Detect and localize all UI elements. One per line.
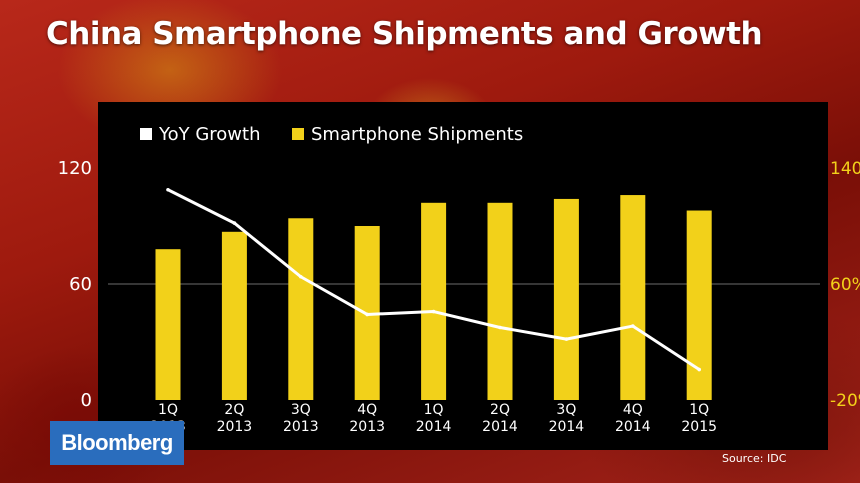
bar-7	[620, 195, 646, 400]
x-tick-line-5-0: 2Q	[490, 402, 510, 418]
x-tick-line-2-1: 2013	[283, 419, 319, 435]
x-tick-label-7: 4Q 2014	[615, 402, 651, 435]
growth-point-3	[365, 312, 370, 317]
x-tick-label-6: 3Q 2014	[549, 402, 585, 435]
bar-2	[288, 218, 314, 400]
x-tick-label-2: 3Q 2013	[283, 402, 319, 435]
growth-point-5	[498, 325, 502, 330]
growth-point-6	[564, 337, 569, 341]
legend-swatch-0	[140, 128, 152, 140]
x-tick-line-2-0: 3Q	[291, 402, 311, 418]
x-tick-line-4-0: 1Q	[424, 402, 444, 418]
x-tick-line-5-1: 2014	[482, 419, 518, 435]
source-label: Source: IDC	[722, 452, 787, 465]
bar-5	[487, 202, 513, 400]
x-tick-line-1-1: 2013	[217, 419, 253, 435]
x-tick-label-8: 1Q 2015	[681, 402, 717, 435]
bar-1	[221, 231, 247, 400]
x-tick-line-7-0: 4Q	[623, 402, 643, 418]
growth-point-7	[631, 324, 635, 328]
chart-panel: 1Q20132Q20133Q20134Q20131Q20142Q20143Q20…	[98, 102, 828, 450]
line-layer	[166, 187, 701, 372]
growth-point-1	[232, 221, 237, 225]
legend-swatch-1	[292, 128, 304, 140]
growth-point-2	[299, 274, 303, 279]
x-tick-label-4: 1Q 2014	[416, 402, 452, 435]
bloomberg-logo: Bloomberg	[50, 421, 184, 465]
chart-title: China Smartphone Shipments and Growth	[46, 16, 763, 52]
bar-4	[421, 202, 447, 400]
bar-layer	[155, 195, 712, 400]
legend: YoY Growth Smartphone Shipments	[140, 124, 523, 145]
x-tick-label-5: 2Q 2014	[482, 402, 518, 435]
x-tick-line-3-0: 4Q	[357, 402, 377, 418]
growth-point-0	[166, 187, 170, 192]
x-tick-line-6-0: 3Q	[556, 402, 576, 418]
x-tick-line-1-0: 2Q	[224, 402, 244, 418]
x-tick-line-6-1: 2014	[549, 419, 585, 435]
bar-8	[686, 210, 712, 400]
x-tick-line-8-1: 2015	[681, 419, 717, 435]
x-tick-line-7-1: 2014	[615, 419, 651, 435]
x-tick-line-4-1: 2014	[416, 419, 452, 435]
x-tick-label-1: 2Q 2013	[217, 402, 253, 435]
chart-svg: 1Q20132Q20133Q20134Q20131Q20142Q20143Q20…	[108, 124, 820, 435]
legend-label-0: YoY Growth	[158, 124, 261, 145]
growth-point-4	[431, 309, 436, 314]
bar-6	[553, 198, 579, 400]
x-tick-line-0-0: 1Q	[158, 402, 178, 418]
x-tick-label-3: 4Q 2013	[349, 402, 385, 435]
bar-0	[155, 249, 181, 400]
x-tick-line-3-1: 2013	[349, 419, 385, 435]
growth-point-8	[697, 367, 701, 372]
x-tick-line-8-0: 1Q	[689, 402, 709, 418]
legend-label-1: Smartphone Shipments	[311, 124, 523, 145]
x-axis-labels: 1Q20132Q20133Q20134Q20131Q20142Q20143Q20…	[150, 402, 717, 435]
